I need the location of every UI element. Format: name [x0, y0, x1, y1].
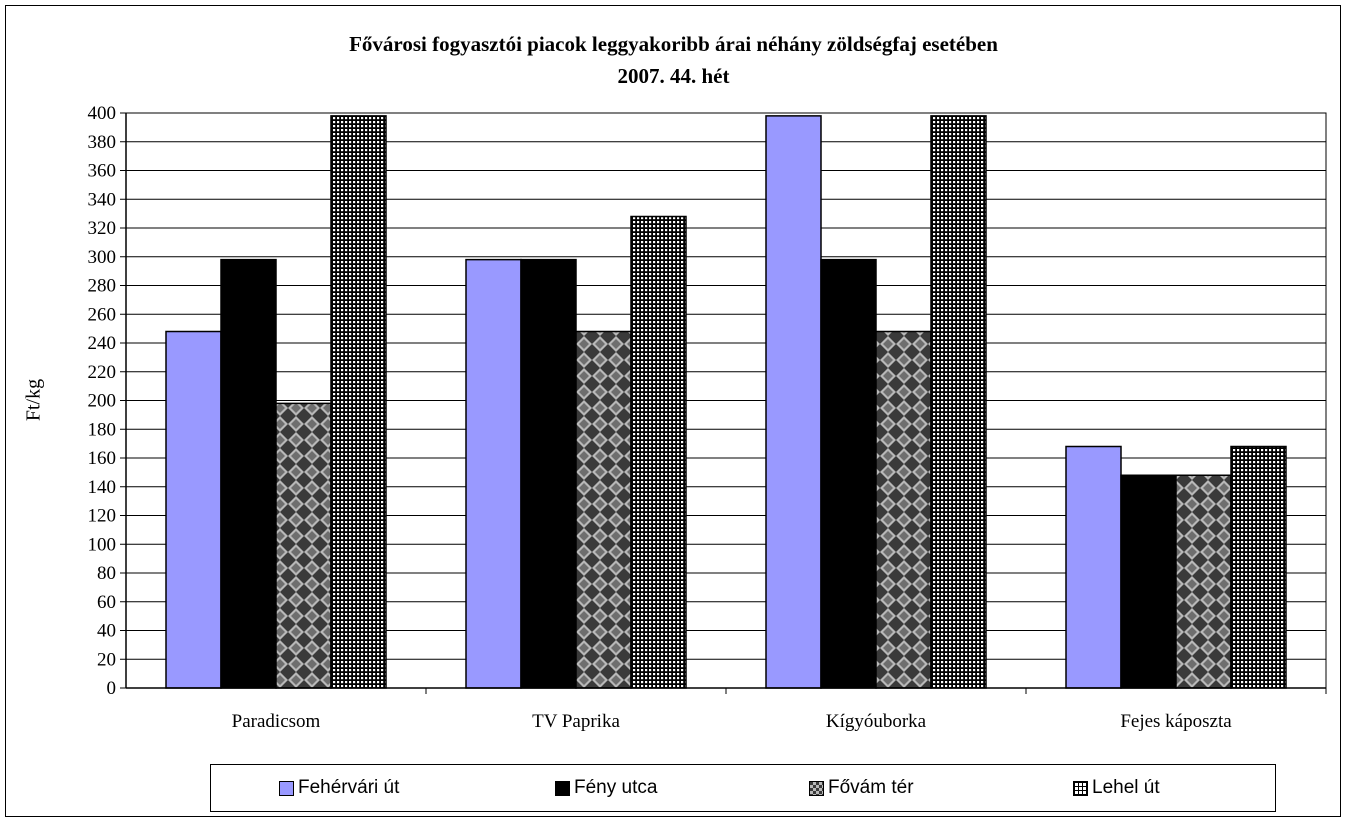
y-tick-label: 180 — [88, 419, 117, 440]
y-tick-label: 20 — [97, 649, 116, 670]
bar-fehérvári-út — [465, 258, 522, 689]
legend-swatch — [279, 780, 294, 796]
bar-fővám-tér — [1175, 474, 1232, 689]
y-tick-label: 200 — [88, 391, 117, 412]
y-tick-label: 0 — [107, 678, 117, 699]
legend-label: Fővám tér — [828, 777, 914, 798]
y-tick-label: 40 — [97, 621, 116, 642]
bar-fővám-tér — [875, 330, 932, 689]
x-tick-label: Kígyóuborka — [826, 711, 927, 732]
legend-label: Fény utca — [574, 777, 658, 798]
x-tick-label: Fejes káposzta — [1120, 711, 1232, 732]
bar-fény-utca — [820, 258, 877, 689]
bar-lehel-út — [930, 115, 987, 689]
y-tick-label: 100 — [88, 534, 117, 555]
legend-label: Lehel út — [1092, 777, 1160, 798]
y-tick-label: 220 — [88, 362, 117, 383]
legend-item: Lehel út — [1073, 775, 1160, 801]
y-tick-label: 60 — [97, 592, 116, 613]
legend-item: Fény utca — [555, 775, 657, 801]
y-tick-label: 260 — [88, 304, 117, 325]
bar-lehel-út — [330, 115, 387, 689]
chart-subtitle: 2007. 44. hét — [617, 64, 730, 88]
legend-label: Fehérvári út — [298, 777, 400, 798]
bar-lehel-út — [1230, 445, 1287, 689]
legend-swatch — [555, 780, 570, 796]
y-tick-label: 160 — [88, 448, 117, 469]
y-tick-label: 80 — [97, 563, 116, 584]
chart-title: Fővárosi fogyasztói piacok leggyakoribb … — [349, 32, 998, 56]
y-tick-label: 400 — [88, 103, 117, 124]
bar-lehel-út — [630, 215, 687, 689]
y-tick-label: 120 — [88, 506, 117, 527]
y-tick-label: 380 — [88, 132, 117, 153]
bar-fény-utca — [1120, 474, 1177, 689]
bar-fény-utca — [520, 258, 577, 689]
bar-fővám-tér — [575, 330, 632, 689]
y-tick-label: 340 — [88, 189, 117, 210]
x-tick-label: TV Paprika — [532, 711, 620, 732]
y-tick-label: 300 — [88, 247, 117, 268]
legend-item: Fővám tér — [809, 775, 914, 801]
legend-item: Fehérvári út — [279, 775, 399, 801]
legend-swatch — [1073, 780, 1088, 796]
legend-swatch — [809, 780, 824, 796]
bar-fehérvári-út — [765, 115, 822, 689]
y-tick-label: 320 — [88, 218, 117, 239]
y-tick-label: 360 — [88, 161, 117, 182]
x-tick-label: Paradicsom — [232, 711, 321, 732]
bar-fővám-tér — [275, 402, 332, 689]
y-tick-label: 280 — [88, 276, 117, 297]
bars — [165, 115, 1287, 689]
y-tick-label: 240 — [88, 333, 117, 354]
legend: Fehérvári út Fény utca Fővám tér Lehel út — [210, 764, 1276, 812]
chart-title-block: Fővárosi fogyasztói piacok leggyakoribb … — [0, 28, 1347, 92]
bar-fény-utca — [220, 258, 277, 689]
axes: 0 20 40 60 80 100 120 140 160 180 200 220 240 260 280 3… — [88, 103, 1327, 732]
y-tick-label: 140 — [88, 477, 117, 498]
bar-fehérvári-út — [1065, 445, 1122, 689]
bar-fehérvári-út — [165, 330, 222, 689]
